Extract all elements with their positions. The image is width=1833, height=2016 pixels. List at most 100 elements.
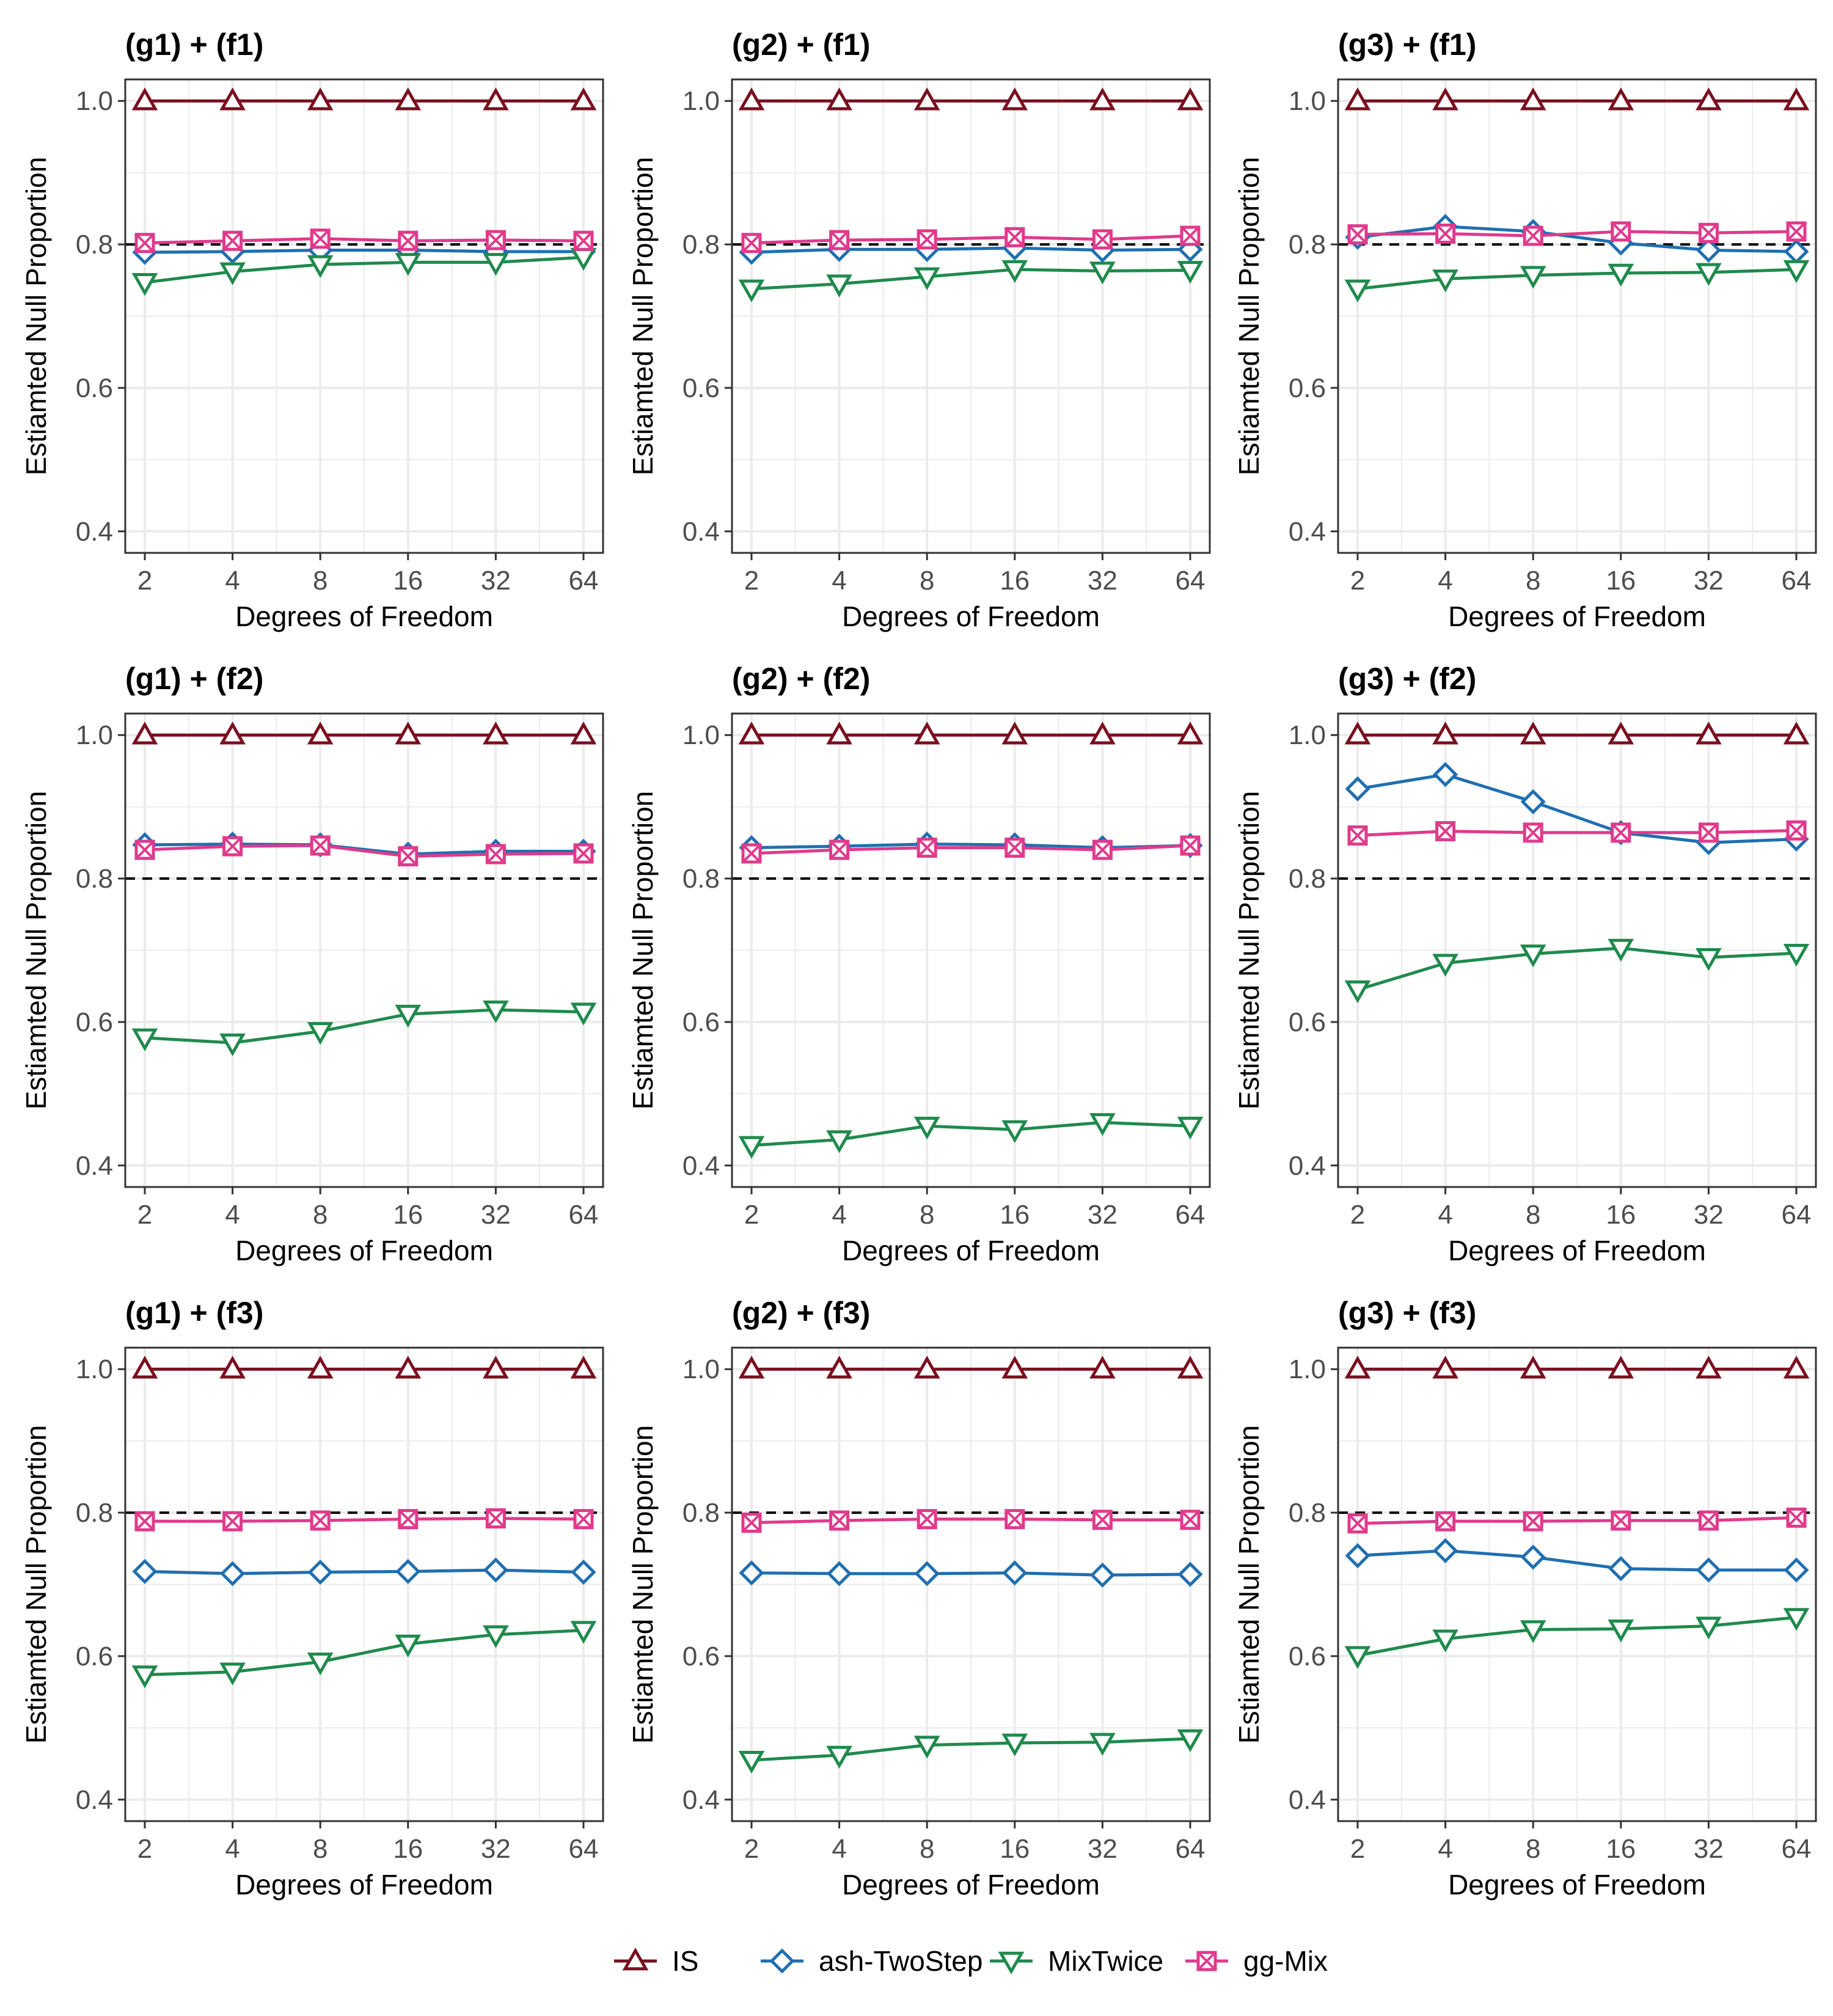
data-point [398, 230, 419, 251]
data-point [1433, 1538, 1458, 1563]
data-point [1004, 227, 1025, 247]
data-point [1786, 1507, 1807, 1528]
data-point [916, 1509, 937, 1530]
x-tick-label: 8 [920, 566, 934, 596]
x-tick-label: 4 [225, 1834, 240, 1864]
series-ash-TwoStep [1345, 1538, 1809, 1583]
x-tick-label: 16 [1606, 566, 1636, 596]
chart-panel: 0.4 0.6 0.8 1.0 2 4 8 16 32 64 (g1) + (f2) Degrees … [20, 662, 604, 1266]
data-point [741, 1513, 762, 1533]
data-point [1433, 762, 1458, 787]
x-tick-label: 16 [1606, 1200, 1636, 1230]
y-axis-title: Estiamted Null Proportion [627, 157, 659, 476]
panel-border [1337, 1346, 1817, 1822]
data-point [1611, 1510, 1631, 1531]
series-line [751, 842, 1191, 850]
data-point [1608, 1620, 1634, 1643]
data-point [307, 255, 334, 278]
data-point [1347, 1513, 1368, 1534]
data-point [1783, 1356, 1810, 1379]
panel-title: (g1) + (f3) [125, 1296, 263, 1330]
x-tick-label: 2 [1350, 1200, 1365, 1230]
triangle-up-icon [622, 1947, 649, 1971]
data-point [738, 1750, 765, 1774]
x-axis-title: Degrees of Freedom [235, 601, 493, 632]
legend-item-IS: IS [614, 1945, 698, 1977]
data-point [1608, 721, 1634, 745]
x-tick-label: 16 [393, 1200, 423, 1230]
data-point [1001, 1356, 1028, 1379]
data-point [1001, 1733, 1028, 1757]
data-point [1696, 87, 1722, 111]
grid [1338, 79, 1816, 553]
panel-border [731, 1346, 1211, 1822]
data-point [219, 1662, 246, 1685]
data-point [916, 838, 937, 858]
x-tick-label: 32 [1088, 1200, 1118, 1230]
x-tick-label: 4 [225, 566, 240, 596]
chart-panel: 0.4 0.6 0.8 1.0 2 4 8 16 32 64 (g2) + (f2) Degrees … [627, 662, 1211, 1266]
panel-border [1337, 712, 1817, 1188]
x-tick-label: 32 [1694, 566, 1724, 596]
x-tick-label: 32 [481, 566, 511, 596]
y-tick-label: 0.8 [682, 230, 720, 260]
legend-label: gg-Mix [1243, 1945, 1328, 1977]
x-tick-label: 4 [1438, 1200, 1452, 1230]
series-ash-TwoStep [739, 1560, 1203, 1588]
series-line [1357, 773, 1797, 844]
x-tick-label: 4 [225, 1200, 240, 1230]
data-point [573, 230, 594, 251]
series-line [751, 1737, 1191, 1762]
data-point [826, 1130, 852, 1153]
data-point [1432, 1629, 1458, 1653]
panel-border [124, 78, 604, 554]
y-tick-label: 0.4 [682, 517, 720, 547]
panel-title: (g3) + (f1) [1338, 27, 1476, 62]
data-point [1432, 87, 1458, 111]
data-point [1696, 721, 1722, 745]
data-point [1089, 721, 1116, 745]
data-point [1520, 1356, 1546, 1379]
y-axis-title: Estiamted Null Proportion [1233, 1425, 1265, 1744]
series-line [751, 1120, 1191, 1147]
data-point [1611, 221, 1631, 242]
data-point [1347, 825, 1368, 846]
data-point [395, 1634, 422, 1658]
data-point [483, 1625, 509, 1648]
x-tick-label: 64 [1782, 566, 1812, 596]
series-IS [1344, 721, 1810, 745]
x-tick-label: 32 [1694, 1834, 1724, 1864]
data-point [1520, 789, 1546, 814]
data-point [1608, 263, 1634, 287]
data-point [829, 839, 850, 860]
grid [125, 714, 603, 1187]
grid [125, 79, 603, 553]
data-point [741, 233, 762, 254]
y-tick-label: 1.0 [76, 86, 113, 116]
y-tick-label: 0.8 [682, 864, 720, 894]
data-point [307, 721, 334, 745]
data-point [1696, 237, 1721, 263]
series-line [145, 1516, 584, 1523]
series-MixTwice [1344, 260, 1810, 302]
data-point [222, 836, 243, 856]
data-point [1786, 820, 1807, 841]
data-point [913, 267, 940, 290]
data-point [1698, 222, 1719, 243]
series-gg-Mix [134, 1508, 594, 1532]
data-point [914, 1561, 940, 1587]
data-point [1608, 87, 1634, 111]
data-point [570, 721, 597, 745]
series-IS [131, 721, 597, 745]
legend-item-gg-Mix: gg-Mix [1185, 1945, 1328, 1977]
data-point [131, 87, 158, 111]
data-point [1092, 229, 1113, 250]
y-tick-label: 0.8 [76, 230, 113, 260]
data-point [1344, 279, 1371, 302]
series-line [751, 234, 1191, 245]
x-tick-label: 2 [744, 1834, 759, 1864]
panel-title: (g2) + (f2) [732, 662, 870, 696]
y-tick-label: 1.0 [76, 720, 113, 750]
series-line [1357, 946, 1797, 992]
